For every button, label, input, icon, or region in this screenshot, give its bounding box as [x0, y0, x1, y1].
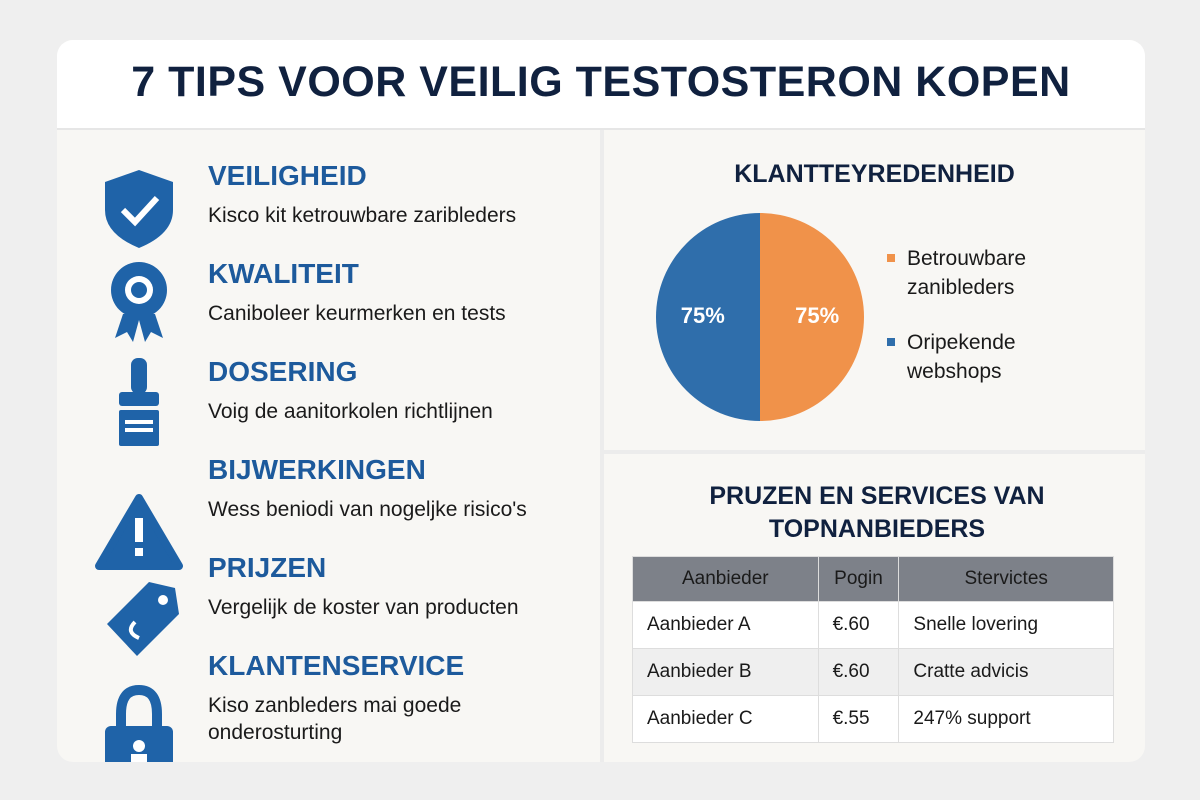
card: 7 TIPS VOOR VEILIG TESTOSTERON KOPEN VEI…: [57, 40, 1145, 762]
chart-title: KLANTTEYREDENHEID: [734, 160, 1015, 188]
tip-text: Caniboleer keurmerken en tests: [208, 302, 506, 325]
header: 7 TIPS VOOR VEILIG TESTOSTERON KOPEN: [57, 40, 1145, 130]
legend-label: Betrouwbare zanibleders: [907, 247, 1027, 299]
column-header: Pogin: [817, 556, 900, 602]
tip-title: BIJWERKINGEN: [208, 454, 426, 485]
pie-chart: 75% 75%: [656, 213, 864, 421]
legend-swatch: [887, 338, 895, 346]
table: Aanbieder Pogin Stervictes Aanbieder A €.60 S…: [632, 556, 1114, 743]
icons: [95, 170, 183, 762]
table-cell: 247% support: [898, 695, 1114, 743]
table-cell: €.60: [817, 648, 900, 696]
column-header: Aanbieder: [632, 556, 819, 602]
table-cell: Cratte advicis: [898, 648, 1114, 696]
lock-icon: [116, 684, 162, 730]
tip-text: Kisco kit ketrouwbare zaribleders: [208, 204, 517, 227]
table-header: Aanbieder Pogin Stervictes: [632, 556, 1114, 602]
table-title: PRUZEN EN SERVICES VAN TOPNANBIEDERS: [709, 482, 1045, 543]
tip-title: DOSERING: [208, 356, 358, 387]
table-cell: Aanbieder A: [632, 601, 819, 649]
bottle-icon: [131, 358, 147, 394]
table-cell: €.60: [817, 601, 900, 649]
table-row: Aanbieder A €.60 Snelle lovering: [632, 601, 1114, 649]
shield-icon: [105, 170, 173, 248]
table-cell: Aanbieder C: [632, 695, 819, 743]
ribbon-icon: [115, 314, 163, 342]
slice-label: 75%: [795, 303, 839, 328]
tag-icon: [107, 582, 179, 656]
table-row: Aanbieder B €.60 Cratte advicis: [632, 648, 1114, 696]
table-cell: €.55: [817, 695, 900, 743]
pie-slice: [656, 213, 760, 421]
legend-entry: Oripekende webshops: [887, 328, 1077, 386]
table-row: Aanbieder C €.55 247% support: [632, 695, 1114, 743]
divider: [604, 450, 1145, 454]
legend-swatch: [887, 254, 895, 262]
legend-label: Oripekende webshops: [907, 331, 1016, 383]
tip-text: Kiso zanbleders mai goede onderosturting: [208, 694, 462, 744]
page-title: 7 TIPS VOOR VEILIG TESTOSTERON KOPEN: [131, 58, 1071, 106]
table-cell: Aanbieder B: [632, 648, 819, 696]
check-icon: [120, 195, 160, 227]
tip-text: Wess beniodi van nogeljke risico's: [208, 498, 527, 521]
tip-text: Voig de aanitorkolen richtlijnen: [208, 400, 493, 423]
tip-title: PRIJZEN: [208, 552, 327, 583]
pie-slice: [760, 213, 864, 421]
tip-title: KWALITEIT: [208, 258, 359, 289]
tip-title: KLANTENSERVICE: [208, 650, 465, 681]
divider: [600, 130, 604, 762]
slice-label: 75%: [681, 303, 725, 328]
tip-text: Vergelijk de koster van producten: [208, 596, 519, 619]
column-header: Stervictes: [898, 556, 1114, 602]
legend-entry: Betrouwbare zanibleders: [887, 244, 1077, 302]
table-cell: Snelle lovering: [898, 601, 1114, 649]
tip-title: VEILIGHEID: [208, 160, 367, 191]
